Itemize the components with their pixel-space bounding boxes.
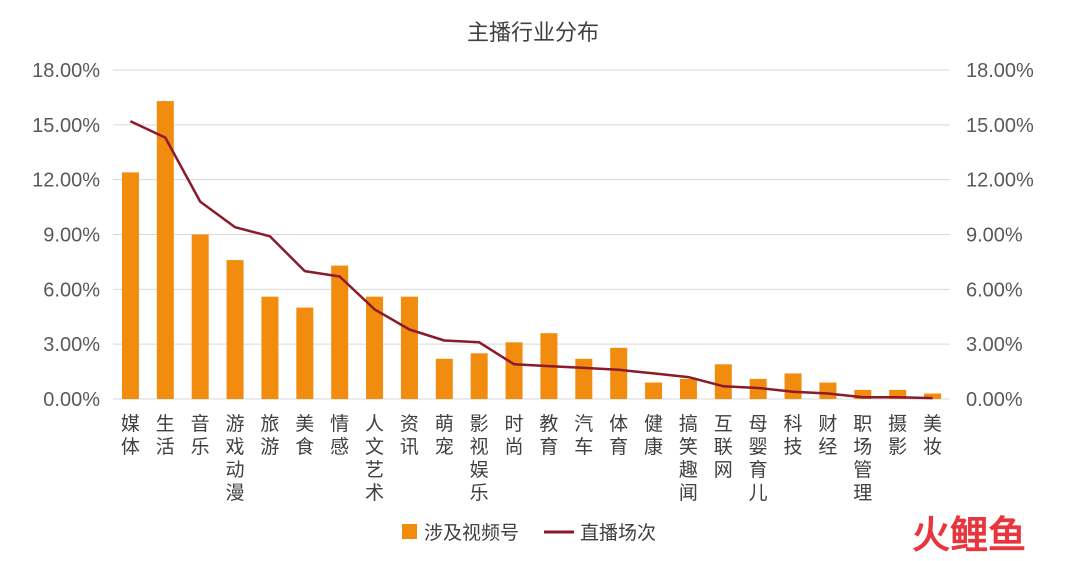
bar [714, 364, 732, 399]
bar [366, 296, 384, 399]
bar [819, 382, 837, 399]
bar [191, 234, 209, 399]
x-tick-label: 旅游 [260, 413, 279, 458]
x-tick-label: 科技 [784, 413, 803, 458]
chart-title: 主播行业分布 [467, 21, 599, 46]
bar [435, 358, 453, 399]
x-tick-label: 母婴育儿 [749, 413, 768, 504]
x-tick-label: 搞笑趣闻 [679, 413, 698, 504]
bar [156, 101, 174, 400]
brand-logo: 火鲤鱼 [912, 513, 1026, 557]
bar [645, 382, 663, 399]
x-tick-label: 人文艺术 [365, 413, 384, 504]
y-tick-label-right: 6.00% [966, 279, 1023, 301]
y-tick-label-left: 3.00% [43, 334, 100, 356]
y-tick-label-left: 12.00% [32, 170, 100, 192]
legend-bar-label: 涉及视频号 [424, 522, 519, 544]
bar [121, 172, 139, 399]
x-tick-label: 影视娱乐 [470, 413, 489, 504]
x-tick-label: 体育 [609, 413, 628, 458]
y-axis-left: 0.00% 3.00% 6.00% 9.00% 12.00% 15.00% 18.00% [32, 60, 100, 411]
bar [400, 296, 418, 399]
x-tick-label: 互联网 [714, 413, 733, 481]
x-tick-label: 教育 [539, 413, 558, 458]
bar [610, 347, 628, 399]
line-path [129, 120, 933, 400]
y-tick-label-left: 9.00% [43, 225, 100, 247]
y-tick-label-left: 18.00% [32, 60, 100, 82]
x-tick-label: 萌宠 [435, 413, 454, 458]
x-tick-label: 美食 [295, 413, 314, 458]
x-tick-label: 汽车 [574, 413, 593, 458]
legend-bar-swatch [402, 524, 417, 539]
bar [854, 389, 872, 399]
x-tick-label: 时尚 [505, 413, 524, 458]
x-tick-label: 职场管理 [853, 413, 872, 504]
brand-logo-text: 火鲤鱼 [912, 513, 1026, 557]
bar [784, 373, 802, 399]
y-tick-label-right: 12.00% [966, 170, 1034, 192]
bar [331, 265, 349, 399]
y-tick-label-right: 9.00% [966, 225, 1023, 247]
bar [889, 389, 907, 399]
legend-line-label: 直播场次 [580, 522, 656, 544]
x-tick-label: 美妆 [923, 413, 942, 458]
grid-lines [113, 69, 950, 400]
bar [296, 307, 314, 399]
x-tick-label: 健康 [644, 413, 663, 458]
x-tick-label: 游戏动漫 [226, 413, 245, 504]
x-tick-label: 摄影 [888, 413, 907, 458]
y-tick-label-right: 18.00% [966, 60, 1034, 82]
x-tick-label: 生活 [156, 413, 175, 458]
bar [575, 358, 593, 399]
bar [505, 342, 523, 399]
bar [924, 393, 942, 399]
x-tick-label: 资讯 [400, 413, 419, 458]
x-tick-label: 财经 [818, 413, 837, 458]
y-tick-label-right: 0.00% [966, 389, 1023, 411]
bar-series [121, 101, 942, 400]
bar [679, 378, 697, 399]
bar [261, 296, 279, 399]
bar [226, 260, 244, 399]
bar [470, 353, 488, 399]
y-axis-right: 0.00% 3.00% 6.00% 9.00% 12.00% 15.00% 18.00% [966, 60, 1034, 411]
y-tick-label-right: 15.00% [966, 115, 1034, 137]
x-tick-label: 情感 [330, 413, 349, 458]
y-tick-label-right: 3.00% [966, 334, 1023, 356]
y-tick-label-left: 0.00% [43, 389, 100, 411]
legend: 涉及视频号 直播场次 [402, 522, 656, 544]
y-tick-label-left: 6.00% [43, 279, 100, 301]
x-axis-categories: 媒体生活音乐游戏动漫旅游美食情感人文艺术资讯萌宠影视娱乐时尚教育汽车体育健康搞笑… [121, 413, 942, 504]
line-series [129, 120, 933, 400]
x-tick-label: 音乐 [191, 413, 210, 458]
x-tick-label: 媒体 [121, 413, 140, 458]
y-tick-label-left: 15.00% [32, 115, 100, 137]
